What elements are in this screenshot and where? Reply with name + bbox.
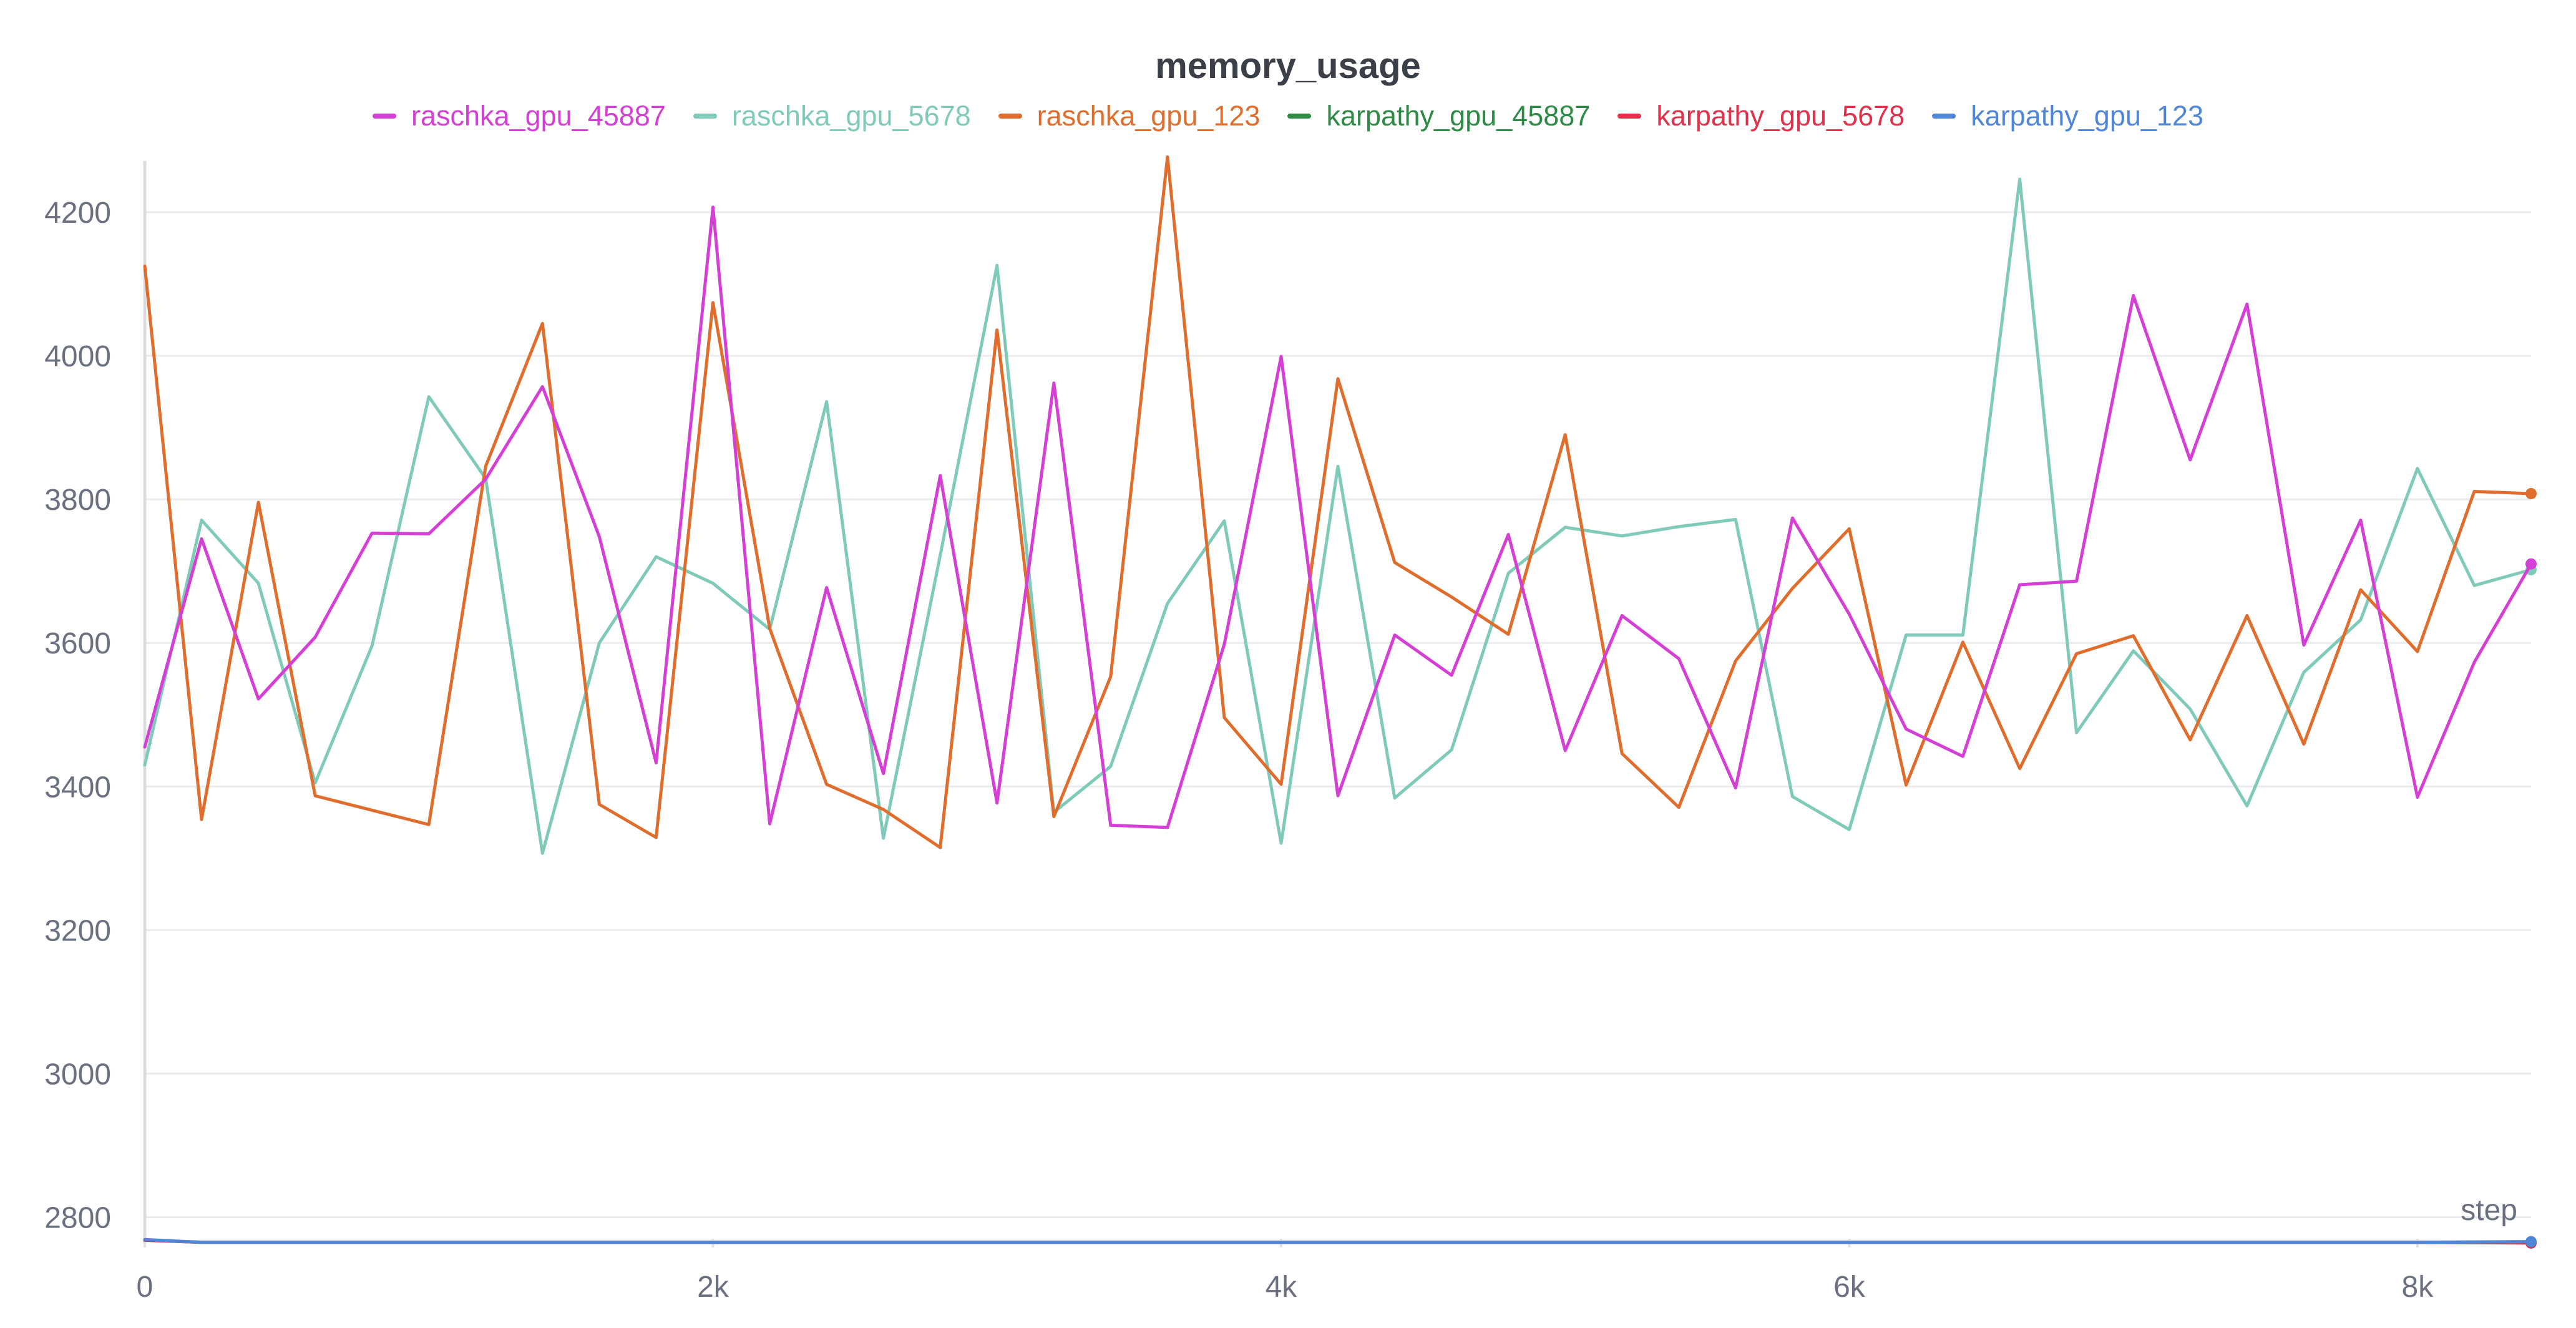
- legend-label: karpathy_gpu_45887: [1326, 100, 1591, 132]
- legend-item[interactable]: raschka_gpu_45887: [373, 100, 666, 132]
- series-line-raschka_gpu_45887: [143, 205, 2533, 829]
- series-line-karpathy_gpu_123: [143, 1238, 2533, 1244]
- series-endpoint-raschka_gpu_45887: [2525, 558, 2537, 570]
- y-tick-label: 3600: [44, 627, 111, 660]
- y-tick-label: 3200: [44, 914, 111, 947]
- x-tick-label: 2k: [697, 1271, 729, 1304]
- legend-swatch: [998, 114, 1022, 119]
- y-tick-label: 4000: [44, 340, 111, 373]
- chart-title: memory_usage: [1155, 46, 1421, 86]
- legend-item[interactable]: karpathy_gpu_45887: [1287, 100, 1590, 132]
- legend-swatch: [1287, 114, 1312, 119]
- series-endpoint-karpathy_gpu_123: [2525, 1236, 2537, 1247]
- legend-label: karpathy_gpu_123: [1971, 100, 2203, 132]
- legend: raschka_gpu_45887 raschka_gpu_5678 raschka…: [0, 100, 2576, 132]
- y-tick-label: 3800: [44, 484, 111, 517]
- y-tick-label: 4200: [44, 197, 111, 230]
- series-lines: [143, 155, 2537, 1249]
- legend-item[interactable]: karpathy_gpu_123: [1932, 100, 2203, 132]
- legend-item[interactable]: karpathy_gpu_5678: [1617, 100, 1905, 132]
- legend-swatch: [1932, 114, 1956, 119]
- x-tick-label: 0: [137, 1271, 154, 1304]
- legend-item[interactable]: raschka_gpu_5678: [693, 100, 971, 132]
- series-endpoint-raschka_gpu_123: [2525, 487, 2537, 499]
- y-tick-label: 3000: [44, 1058, 111, 1091]
- legend-label: karpathy_gpu_5678: [1656, 100, 1905, 132]
- y-tick-label: 3400: [44, 771, 111, 804]
- x-axis-title: step: [2461, 1194, 2517, 1227]
- tick-labels: 2800 3000 3200 3400 3600 3800 4000 4200 0 2k 4k 6k 8…: [44, 197, 2517, 1304]
- x-tick-label: 4k: [1266, 1271, 1298, 1304]
- gridlines: [145, 211, 2531, 1218]
- axes: [143, 161, 2531, 1247]
- x-tick-label: 8k: [2402, 1271, 2434, 1304]
- series-line-raschka_gpu_123: [143, 155, 2533, 849]
- legend-label: raschka_gpu_45887: [411, 100, 666, 132]
- legend-swatch: [693, 114, 717, 119]
- legend-swatch: [1617, 114, 1642, 119]
- legend-item[interactable]: raschka_gpu_123: [998, 100, 1261, 132]
- x-tick-label: 6k: [1833, 1271, 1866, 1304]
- series-line-raschka_gpu_5678: [143, 177, 2533, 855]
- legend-label: raschka_gpu_5678: [731, 100, 971, 132]
- y-tick-label: 2800: [44, 1201, 111, 1234]
- legend-swatch: [373, 114, 397, 119]
- legend-label: raschka_gpu_123: [1037, 100, 1261, 132]
